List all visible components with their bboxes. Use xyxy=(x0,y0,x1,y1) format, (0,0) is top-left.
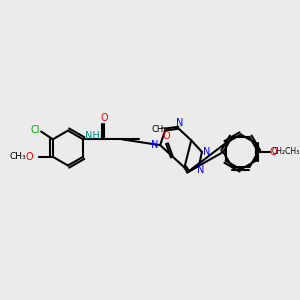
Text: N: N xyxy=(151,140,158,150)
Text: =: = xyxy=(160,126,166,132)
Text: CH: CH xyxy=(151,125,164,134)
Text: O: O xyxy=(26,152,33,162)
Text: Cl: Cl xyxy=(31,124,40,135)
Text: O: O xyxy=(270,147,278,157)
Text: O: O xyxy=(100,113,108,123)
Text: O: O xyxy=(162,131,170,141)
Text: CH₃: CH₃ xyxy=(10,152,26,161)
Text: NH: NH xyxy=(85,131,100,141)
Text: N: N xyxy=(203,147,211,157)
Text: N: N xyxy=(176,118,183,128)
Text: CH₂CH₃: CH₂CH₃ xyxy=(271,147,299,156)
Text: N: N xyxy=(197,165,205,176)
